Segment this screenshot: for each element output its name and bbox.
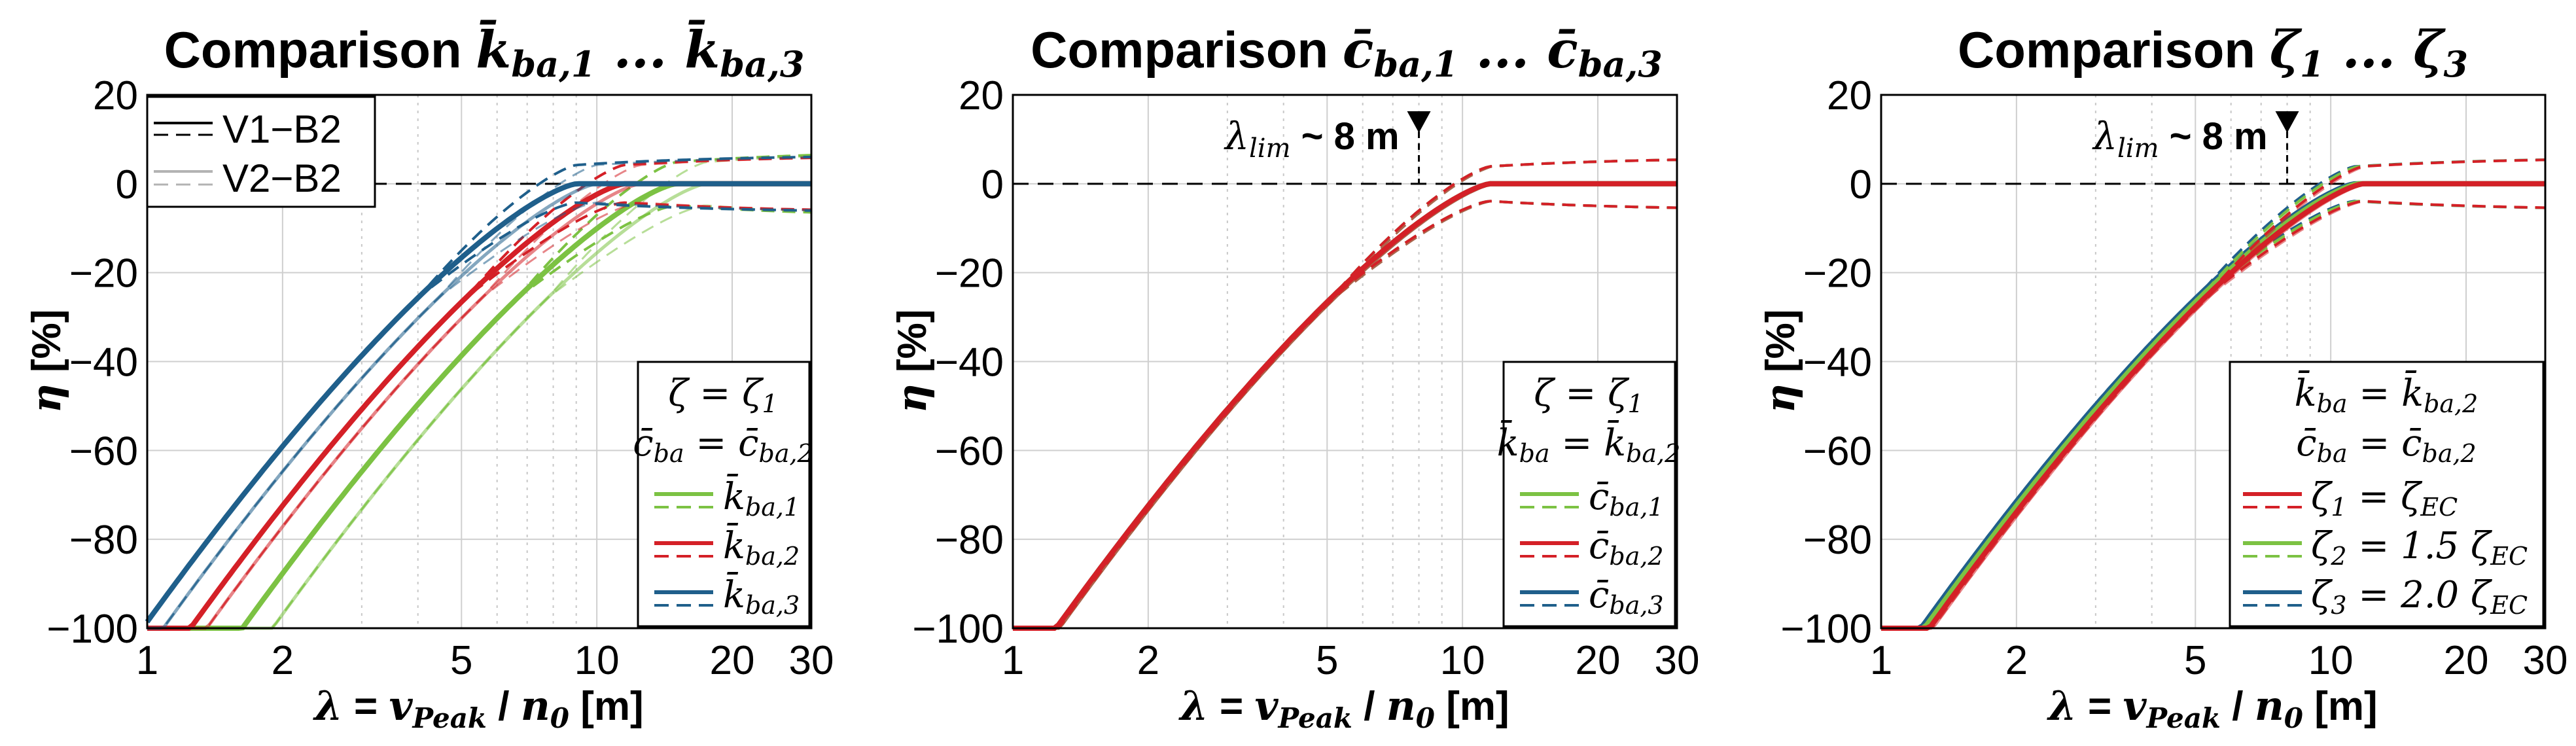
y-tick-label: −20: [1803, 251, 1872, 296]
lambda-lim-label: λlim ~ 8 m: [1224, 114, 1399, 164]
y-tick-label: 0: [981, 162, 1004, 207]
y-tick-label: −20: [935, 251, 1004, 296]
y-tick-label: −80: [69, 518, 138, 563]
panel-title: Comparison ζ1 ... ζ3: [1958, 20, 2468, 85]
y-tick-label: −100: [912, 607, 1004, 652]
lambda-lim-marker-icon: [2275, 111, 2299, 133]
plot-frame: [146, 94, 813, 630]
y-tick-label: 20: [959, 73, 1004, 118]
x-tick-label: 5: [2184, 638, 2206, 683]
y-tick-label: −80: [1803, 518, 1872, 563]
y-tick-label: −40: [935, 340, 1004, 385]
y-axis-label: η [%]: [22, 310, 70, 414]
y-tick-label: −60: [1803, 429, 1872, 474]
svg-text:ζ2 = 1.5 ζEC: ζ2 = 1.5 ζEC: [2311, 525, 2528, 571]
series-band-line: [146, 155, 812, 623]
lambda-lim-label: λlim ~ 8 m: [2092, 114, 2267, 164]
plot-frame: [1012, 94, 1678, 630]
svg-text:c̄ba = c̄ba,2: c̄ba = c̄ba,2: [2296, 422, 2477, 468]
y-tick-label: −40: [69, 340, 138, 385]
x-tick-label: 2: [2005, 638, 2028, 683]
svg-text:k̄ba = k̄ba,2: k̄ba = k̄ba,2: [2295, 370, 2479, 418]
svg-text:k̄ba = k̄ba,2: k̄ba = k̄ba,2: [1497, 419, 1681, 468]
svg-text:ζ = ζ1: ζ = ζ1: [668, 372, 777, 418]
x-tick-label: 10: [1440, 638, 1485, 683]
x-tick-label: 1: [1870, 638, 1892, 683]
x-tick-label: 20: [710, 638, 755, 683]
series-mean-line: [1013, 181, 1677, 631]
y-tick-label: −60: [69, 429, 138, 474]
series-band-line: [146, 201, 812, 623]
y-tick-label: −100: [1780, 607, 1872, 652]
x-axis-label: λ = vPeak / n0 [m]: [312, 682, 643, 734]
y-tick-label: −60: [935, 429, 1004, 474]
x-tick-label: 5: [450, 638, 472, 683]
y-tick-label: −80: [935, 518, 1004, 563]
series-mean-line: [145, 181, 811, 624]
x-tick-label: 5: [1316, 638, 1338, 683]
x-tick-label: 20: [1576, 638, 1621, 683]
param-legend: k̄ba = k̄ba,2 c̄ba = c̄ba,2 ζ1 = ζEC ζ2 …: [2229, 361, 2545, 628]
style-legend: V1−B2 V2−B2: [146, 96, 376, 208]
x-tick-label: 30: [2523, 638, 2568, 683]
y-tick-label: 20: [93, 73, 138, 118]
panel-title: Comparison c̄ba,1 ... c̄ba,3: [1031, 20, 1663, 85]
x-tick-label: 2: [272, 638, 294, 683]
legend-v1: V1−B2: [222, 107, 342, 151]
x-tick-label: 1: [1002, 638, 1024, 683]
x-tick-label: 1: [136, 638, 158, 683]
y-tick-label: −100: [46, 607, 138, 652]
x-axis-label: λ = vPeak / n0 [m]: [2046, 682, 2377, 734]
x-tick-label: 2: [1137, 638, 1159, 683]
panel-c-comparison: Comparison c̄ba,1 ... c̄ba,3 20 0 −20 −40 −6…: [888, 20, 1699, 734]
panel-k-comparison: Comparison k̄ba,1 ... k̄ba,3 20 0 −20 −40 −6…: [22, 19, 834, 734]
x-tick-label: 30: [789, 638, 834, 683]
panel-title: Comparison k̄ba,1 ... k̄ba,3: [164, 19, 805, 85]
lambda-lim-marker-icon: [1407, 111, 1431, 133]
x-tick-label: 20: [2444, 638, 2489, 683]
y-tick-label: 20: [1827, 73, 1872, 118]
svg-text:ζ = ζ1: ζ = ζ1: [1534, 372, 1643, 418]
x-axis-label: λ = vPeak / n0 [m]: [1178, 682, 1509, 734]
y-tick-label: 0: [116, 162, 138, 207]
legend-v2: V2−B2: [222, 156, 342, 200]
x-tick-label: 10: [2308, 638, 2354, 683]
y-tick-label: −40: [1803, 340, 1872, 385]
panel-zeta-comparison: Comparison ζ1 ... ζ3 20 0 −20 −40 −60 −80 −100…: [1756, 20, 2567, 734]
x-tick-label: 30: [1655, 638, 1700, 683]
param-legend: ζ = ζ1 k̄ba = k̄ba,2 c̄ba,1 c̄ba,2 c̄ba,…: [1497, 361, 1681, 628]
y-tick-label: −20: [69, 251, 138, 296]
plot-frame: [1880, 94, 2547, 630]
svg-text:ζ3 = 2.0 ζEC: ζ3 = 2.0 ζEC: [2311, 574, 2528, 620]
y-axis-label: η [%]: [1756, 310, 1804, 414]
param-legend: ζ = ζ1 c̄ba = c̄ba,2 k̄ba,1 k̄ba,2 k̄ba,…: [633, 361, 813, 628]
x-tick-label: 10: [574, 638, 620, 683]
y-tick-label: 0: [1850, 162, 1872, 207]
y-axis-label: η [%]: [888, 310, 936, 414]
series-mean-line: [1881, 181, 2545, 631]
